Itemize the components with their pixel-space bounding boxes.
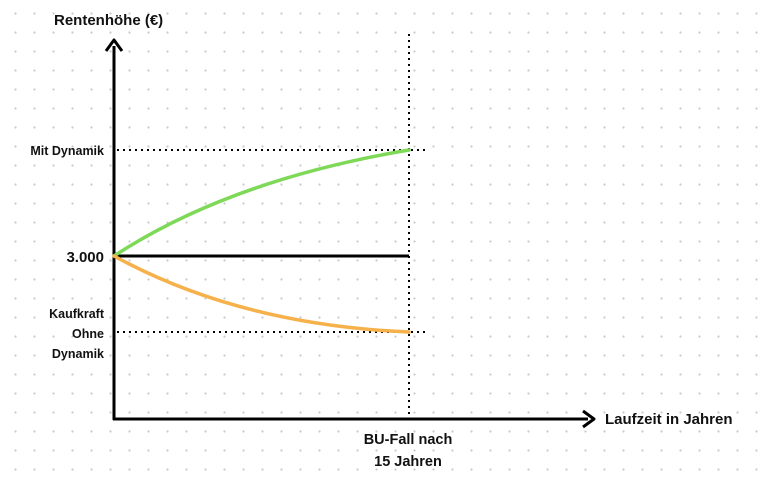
y-tick-dynamik: Dynamik <box>52 347 104 361</box>
x-marker-label-line2: 15 Jahren <box>374 454 442 470</box>
y-tick-mit-dynamik: Mit Dynamik <box>30 144 104 158</box>
series-line-with-dynamics <box>112 148 411 258</box>
x-axis-arrow-icon <box>582 409 596 429</box>
y-tick-kaufkraft: Kaufkraft <box>49 307 105 321</box>
y-tick-3000: 3.000 <box>66 249 104 266</box>
x-axis-label: Laufzeit in Jahren <box>605 411 733 428</box>
y-tick-ohne: Ohne <box>72 327 104 341</box>
y-axis-label: Rentenhöhe (€) <box>54 12 163 29</box>
series-line-purchasing-power <box>112 254 411 334</box>
x-marker-label-line1: BU-Fall nach <box>364 432 453 448</box>
y-axis-arrow-icon <box>104 38 124 52</box>
